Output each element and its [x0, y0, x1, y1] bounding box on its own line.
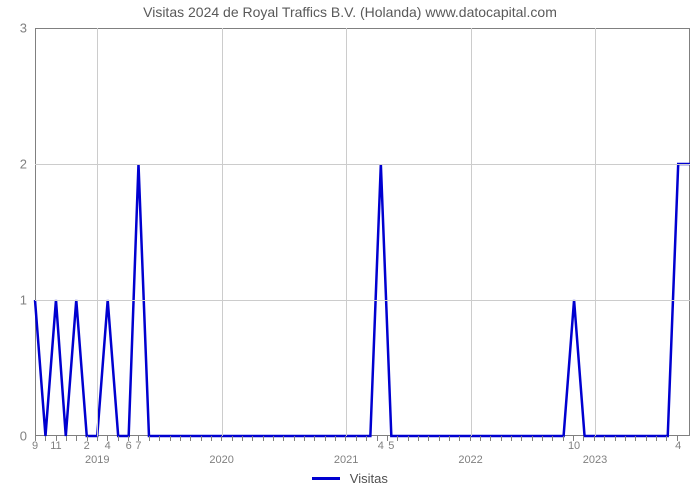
x-month-tick [439, 436, 440, 441]
line-series-svg [35, 28, 690, 436]
x-year-gridline [222, 28, 223, 436]
x-month-tick [604, 436, 605, 441]
x-month-tick [428, 436, 429, 441]
x-month-tick [532, 436, 533, 441]
x-month-tick [76, 436, 77, 441]
x-month-label: 6 [126, 436, 132, 452]
x-month-tick [242, 436, 243, 441]
x-month-tick [97, 436, 98, 441]
x-year-gridline [471, 28, 472, 436]
x-month-tick [273, 436, 274, 441]
x-month-tick [480, 436, 481, 441]
x-month-tick [252, 436, 253, 441]
x-month-tick [470, 436, 471, 441]
x-month-tick [594, 436, 595, 441]
x-month-tick [583, 436, 584, 441]
x-month-tick [345, 436, 346, 441]
x-month-label: 5 [388, 436, 394, 452]
y-gridline [35, 300, 690, 301]
plot-area: 012320192020202120222023911246745104 [35, 28, 690, 436]
chart-title: Visitas 2024 de Royal Traffics B.V. (Hol… [0, 4, 700, 20]
x-month-tick [408, 436, 409, 441]
x-month-tick [635, 436, 636, 441]
x-month-label: 2 [84, 436, 90, 452]
x-month-tick [490, 436, 491, 441]
x-month-label: 11 [50, 436, 61, 452]
x-month-tick [149, 436, 150, 441]
x-month-tick [170, 436, 171, 441]
x-month-label: 4 [675, 436, 681, 452]
x-month-tick [294, 436, 295, 441]
x-month-tick [66, 436, 67, 441]
x-month-tick [335, 436, 336, 441]
x-month-tick [615, 436, 616, 441]
x-month-tick [397, 436, 398, 441]
x-month-tick [45, 436, 46, 441]
x-month-tick [356, 436, 357, 441]
x-month-label: 10 [568, 436, 580, 452]
x-month-tick [159, 436, 160, 441]
legend: Visitas [0, 470, 700, 486]
x-year-gridline [97, 28, 98, 436]
x-month-label: 4 [378, 436, 384, 452]
y-tick-label: 1 [20, 292, 35, 307]
legend-swatch [312, 477, 340, 480]
x-month-label: 7 [135, 436, 141, 452]
x-month-tick [449, 436, 450, 441]
x-month-label: 9 [32, 436, 38, 452]
x-month-tick [314, 436, 315, 441]
x-month-tick [201, 436, 202, 441]
x-month-tick [563, 436, 564, 441]
x-month-tick [180, 436, 181, 441]
x-month-tick [459, 436, 460, 441]
x-month-tick [232, 436, 233, 441]
x-month-tick [521, 436, 522, 441]
x-month-tick [625, 436, 626, 441]
y-gridline [35, 164, 690, 165]
legend-label: Visitas [350, 471, 388, 486]
x-year-gridline [595, 28, 596, 436]
x-month-tick [366, 436, 367, 441]
x-month-tick [552, 436, 553, 441]
y-tick-label: 2 [20, 156, 35, 171]
x-year-gridline [346, 28, 347, 436]
x-month-tick [666, 436, 667, 441]
x-month-tick [646, 436, 647, 441]
x-month-tick [118, 436, 119, 441]
chart-container: Visitas 2024 de Royal Traffics B.V. (Hol… [0, 0, 700, 500]
x-month-tick [190, 436, 191, 441]
y-tick-label: 3 [20, 21, 35, 36]
x-month-tick [542, 436, 543, 441]
x-month-tick [263, 436, 264, 441]
x-month-label: 4 [105, 436, 111, 452]
x-month-tick [211, 436, 212, 441]
x-month-tick [656, 436, 657, 441]
x-month-tick [418, 436, 419, 441]
x-month-tick [283, 436, 284, 441]
x-month-tick [501, 436, 502, 441]
x-month-tick [325, 436, 326, 441]
x-month-tick [304, 436, 305, 441]
x-month-tick [511, 436, 512, 441]
x-month-tick [221, 436, 222, 441]
